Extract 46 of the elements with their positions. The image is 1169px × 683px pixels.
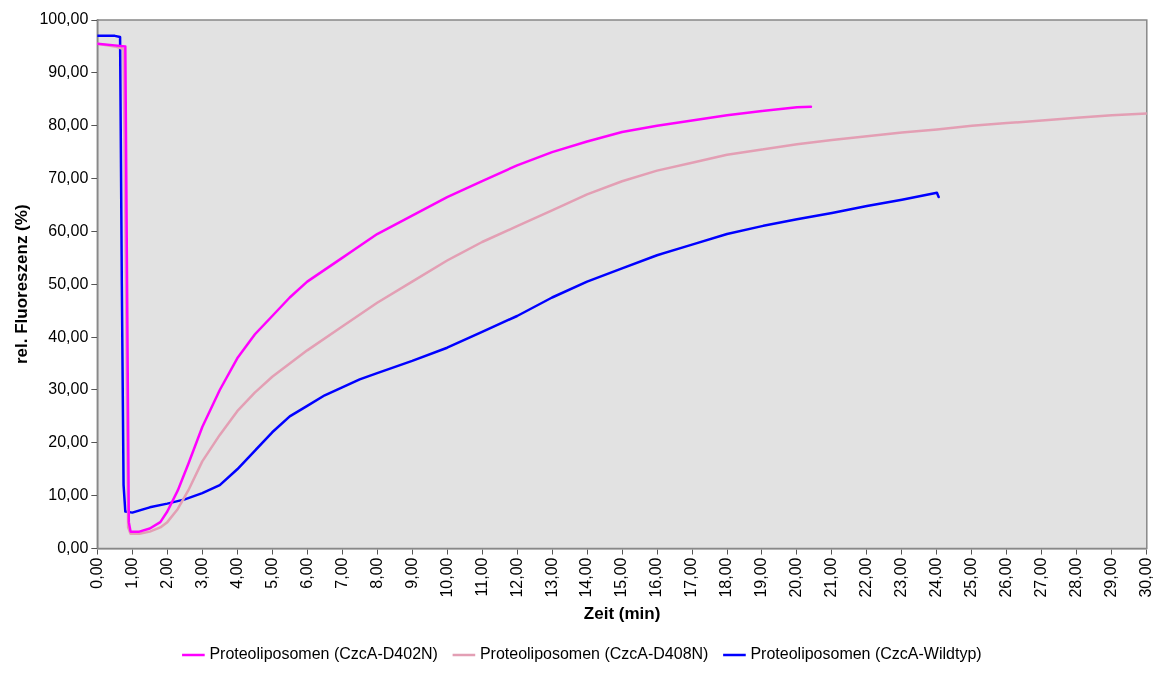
x-tick-label: 10,00 xyxy=(437,557,455,598)
y-tick-label: 40,00 xyxy=(48,327,89,345)
y-tick-label: 100,00 xyxy=(39,10,89,28)
y-tick-label: 70,00 xyxy=(48,168,89,186)
x-tick-label: 14,00 xyxy=(577,557,595,598)
x-tick-label: 2,00 xyxy=(157,557,175,589)
x-tick-label: 9,00 xyxy=(402,557,420,589)
legend-label: Proteoliposomen (CzcA-D402N) xyxy=(209,645,438,663)
x-tick-label: 17,00 xyxy=(682,557,700,598)
x-tick-label: 23,00 xyxy=(892,557,910,598)
x-tick-label: 19,00 xyxy=(752,557,770,598)
y-tick-label: 60,00 xyxy=(48,221,89,239)
y-axis-title: rel. Fluoreszenz (%) xyxy=(11,204,31,365)
legend-label: Proteoliposomen (CzcA-Wildtyp) xyxy=(750,645,982,663)
y-tick-label: 90,00 xyxy=(48,63,89,81)
x-tick-label: 8,00 xyxy=(367,557,385,589)
y-tick-label: 0,00 xyxy=(57,538,89,556)
x-tick-label: 21,00 xyxy=(822,557,840,598)
y-tick-label: 20,00 xyxy=(48,433,89,451)
x-tick-label: 18,00 xyxy=(717,557,735,598)
legend-label: Proteoliposomen (CzcA-D408N) xyxy=(479,645,709,663)
x-tick-label: 28,00 xyxy=(1067,557,1085,598)
x-axis-title: Zeit (min) xyxy=(583,604,661,624)
x-tick-label: 24,00 xyxy=(927,557,945,598)
y-tick-label: 30,00 xyxy=(48,380,89,398)
x-tick-label: 16,00 xyxy=(647,557,665,598)
y-tick-label: 10,00 xyxy=(48,486,89,504)
x-tick-label: 1,00 xyxy=(122,557,140,589)
x-tick-label: 15,00 xyxy=(612,557,630,598)
x-tick-label: 30,00 xyxy=(1137,557,1155,598)
x-tick-label: 4,00 xyxy=(227,557,245,589)
x-tick-label: 29,00 xyxy=(1102,557,1120,598)
x-tick-label: 3,00 xyxy=(192,557,210,589)
x-tick-label: 7,00 xyxy=(332,557,350,589)
x-tick-label: 26,00 xyxy=(997,557,1015,598)
x-tick-label: 25,00 xyxy=(962,557,980,598)
y-tick-label: 80,00 xyxy=(48,116,89,134)
x-tick-label: 11,00 xyxy=(472,557,490,597)
x-tick-label: 12,00 xyxy=(507,557,525,598)
x-tick-label: 13,00 xyxy=(542,557,560,598)
x-tick-label: 27,00 xyxy=(1032,557,1050,598)
y-tick-label: 50,00 xyxy=(48,274,89,292)
x-tick-label: 6,00 xyxy=(297,557,315,589)
x-tick-label: 5,00 xyxy=(262,557,280,589)
x-tick-label: 22,00 xyxy=(857,557,875,598)
x-tick-label: 20,00 xyxy=(787,557,805,598)
